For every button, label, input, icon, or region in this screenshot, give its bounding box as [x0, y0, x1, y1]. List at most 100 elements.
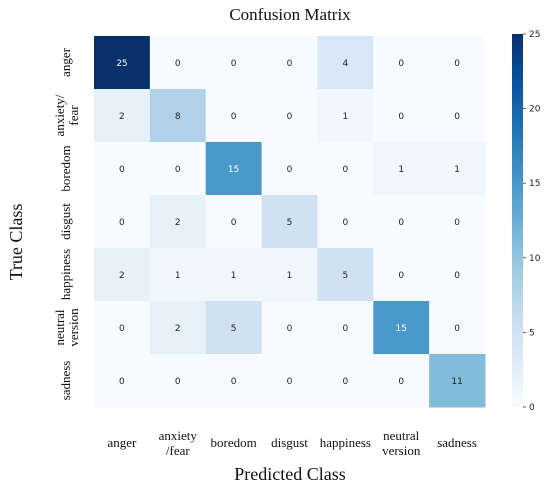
cell-r5-c4 — [317, 301, 374, 355]
cell-r4-c4 — [317, 248, 374, 302]
colorbar-ticks: 0 5 10 15 20 25 — [523, 30, 541, 413]
cell-value-r5-c4: 0 — [342, 324, 348, 334]
cell-value-r2-c5: 1 — [398, 165, 404, 175]
cell-r3-c0 — [94, 195, 151, 249]
colorbar-tick-label-1: 5 — [529, 328, 535, 338]
cell-value-r6-c2: 0 — [231, 377, 237, 387]
cell-value-r5-c2: 5 — [231, 324, 237, 334]
cell-r1-c2 — [205, 89, 263, 143]
cell-r5-c1 — [149, 301, 207, 355]
x-tick-label-0: anger — [107, 435, 137, 450]
cell-value-r3-c3: 5 — [287, 218, 293, 228]
cell-value-r6-c3: 0 — [287, 377, 293, 387]
cell-r1-c0 — [94, 89, 151, 143]
cell-value-r3-c6: 0 — [454, 218, 460, 228]
cell-value-r0-c6: 0 — [454, 59, 460, 69]
cell-value-r4-c6: 0 — [454, 271, 460, 281]
y-tick-label-0: anger — [58, 47, 73, 77]
cell-value-r4-c0: 2 — [119, 271, 125, 281]
cell-value-r0-c4: 4 — [342, 59, 348, 69]
cell-value-r4-c4: 5 — [342, 271, 348, 281]
cell-r3-c5 — [373, 195, 430, 249]
cell-r6-c2 — [205, 354, 263, 408]
cell-value-r4-c3: 1 — [287, 271, 293, 281]
cell-value-r3-c0: 0 — [119, 218, 125, 228]
cell-value-r1-c5: 0 — [398, 112, 404, 122]
x-tick-label-2: boredom — [211, 435, 257, 450]
cell-value-r3-c4: 0 — [342, 218, 348, 228]
cell-value-r1-c2: 0 — [231, 112, 237, 122]
x-tick-label-6: sadness — [437, 435, 477, 450]
cell-value-r0-c2: 0 — [231, 59, 237, 69]
cell-r2-c6 — [429, 142, 486, 196]
cell-r6-c1 — [149, 354, 207, 408]
cell-r4-c1 — [149, 248, 207, 302]
cell-r6-c3 — [261, 354, 318, 408]
cell-value-r6-c6: 11 — [451, 377, 462, 387]
y-tick-labels: anger anxiety/fear boredom disgust happiness… — [52, 47, 81, 400]
cell-r0-c1 — [149, 36, 207, 90]
cell-r2-c2 — [205, 142, 263, 196]
x-tick-label-1: anxiety/fear — [159, 428, 198, 458]
cell-value-r2-c1: 0 — [175, 165, 181, 175]
cell-r4-c3 — [261, 248, 318, 302]
colorbar-tick-label-0: 0 — [529, 403, 535, 413]
colorbar-tick-label-4: 20 — [529, 105, 541, 115]
cell-r3-c6 — [429, 195, 486, 249]
cell-r2-c5 — [373, 142, 430, 196]
x-tick-labels: anger anxiety/fear boredom disgust happiness… — [107, 428, 476, 458]
x-tick-label-4: happiness — [320, 435, 371, 450]
cell-value-r1-c0: 2 — [119, 112, 125, 122]
cell-r4-c2 — [205, 248, 263, 302]
cell-r0-c4 — [317, 36, 374, 90]
cell-r6-c4 — [317, 354, 374, 408]
y-axis-label: True Class — [6, 204, 26, 281]
cell-value-r4-c1: 1 — [175, 271, 181, 281]
cell-value-r3-c2: 0 — [231, 218, 237, 228]
cell-r0-c3 — [261, 36, 318, 90]
x-axis-label: Predicted Class — [234, 464, 345, 484]
y-tick-label-6: sadness — [58, 361, 73, 401]
chart-title: Confusion Matrix — [229, 5, 351, 24]
cell-value-r6-c1: 0 — [175, 377, 181, 387]
y-tick-label-1: anxiety/fear — [52, 94, 81, 136]
cell-value-r4-c5: 0 — [398, 271, 404, 281]
cell-value-r6-c5: 0 — [398, 377, 404, 387]
cell-r1-c3 — [261, 89, 318, 143]
cell-value-r3-c1: 2 — [175, 218, 181, 228]
cell-r3-c2 — [205, 195, 263, 249]
cell-r0-c0 — [94, 36, 151, 90]
cell-value-r5-c5: 15 — [395, 324, 406, 334]
cell-r6-c6 — [429, 354, 486, 408]
cell-value-r0-c0: 25 — [116, 59, 127, 69]
heatmap-cells — [94, 36, 486, 408]
cell-r5-c2 — [205, 301, 263, 355]
cell-r5-c3 — [261, 301, 318, 355]
cell-value-r2-c2: 15 — [228, 165, 239, 175]
x-tick-label-5: neutral version — [382, 428, 421, 458]
cell-value-r5-c1: 2 — [175, 324, 181, 334]
cell-value-r6-c4: 0 — [342, 377, 348, 387]
cell-value-r4-c2: 1 — [231, 271, 237, 281]
cell-r2-c3 — [261, 142, 318, 196]
cell-r5-c5 — [373, 301, 430, 355]
cell-r4-c0 — [94, 248, 151, 302]
y-tick-label-3: disgust — [58, 203, 73, 240]
cell-r2-c1 — [149, 142, 207, 196]
cell-r3-c1 — [149, 195, 207, 249]
cell-r6-c5 — [373, 354, 430, 408]
cell-value-r6-c0: 0 — [119, 377, 125, 387]
cell-r0-c5 — [373, 36, 430, 90]
cell-value-r3-c5: 0 — [398, 218, 404, 228]
x-tick-label-3: disgust — [271, 435, 308, 450]
y-tick-label-4: happiness — [58, 249, 73, 300]
cell-r4-c6 — [429, 248, 486, 302]
cell-r0-c6 — [429, 36, 486, 90]
cell-r6-c0 — [94, 354, 151, 408]
cell-value-r2-c4: 0 — [342, 165, 348, 175]
cell-value-r2-c6: 1 — [454, 165, 460, 175]
cell-r1-c6 — [429, 89, 486, 143]
cell-value-r1-c4: 1 — [342, 112, 348, 122]
colorbar-tick-label-3: 15 — [529, 179, 540, 189]
